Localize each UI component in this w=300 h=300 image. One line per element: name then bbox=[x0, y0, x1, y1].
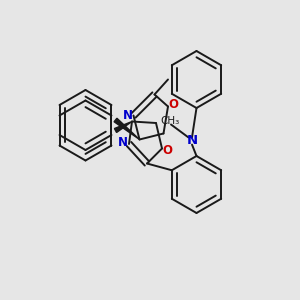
Text: N: N bbox=[186, 134, 198, 148]
Text: CH₃: CH₃ bbox=[160, 116, 179, 126]
Polygon shape bbox=[114, 122, 132, 133]
Text: O: O bbox=[168, 98, 178, 111]
Text: N: N bbox=[117, 136, 128, 149]
Text: N: N bbox=[123, 109, 133, 122]
Polygon shape bbox=[114, 118, 140, 140]
Text: O: O bbox=[162, 144, 172, 158]
